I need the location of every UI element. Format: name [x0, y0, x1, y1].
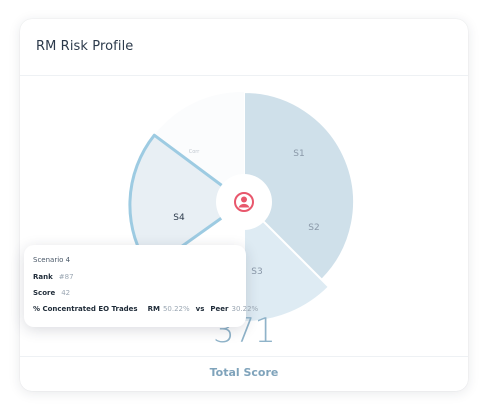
segment-label-corr: Corr [189, 149, 201, 155]
peer-label: Peer [210, 305, 229, 313]
rm-label: RM [147, 305, 160, 313]
footer-divider [20, 356, 468, 357]
tooltip-title: Scenario 4 [33, 256, 71, 264]
risk-profile-card: RM Risk Profile S1 S2 S3 S4 Corr 371 Tot… [20, 19, 468, 391]
rank-label: Rank [33, 273, 53, 281]
segment-s1[interactable] [243, 90, 356, 282]
rm-value: 50.22% [162, 305, 190, 313]
card-header: RM Risk Profile [20, 19, 468, 76]
metric-label: % Concentrated EO Trades [33, 305, 138, 313]
segment-s3[interactable] [243, 199, 331, 324]
vs-label: vs [195, 305, 205, 313]
segment-label-s1: S1 [293, 149, 304, 159]
scenario-tooltip: Scenario 4 Rank #87 Score 42 % Concentrate… [24, 245, 258, 327]
user-icon [234, 192, 254, 212]
risk-profile-chart: S1 S2 S3 S4 Corr [128, 90, 356, 324]
score-label: Score [33, 289, 56, 297]
segment-label-s2: S2 [308, 223, 319, 233]
card-title: RM Risk Profile [36, 39, 134, 54]
segment-label-s4: S4 [173, 213, 185, 223]
rank-value: #87 [58, 273, 74, 281]
tooltip-rank-row: Rank #87 [33, 273, 74, 281]
peer-value: 30.22% [231, 305, 259, 313]
total-score-label: Total Score [209, 366, 279, 379]
segment-corr[interactable] [155, 91, 244, 202]
segment-label-s3: S3 [251, 267, 262, 277]
tooltip-metric-row: % Concentrated EO Trades RM 50.22% vs Peer 30… [33, 305, 258, 313]
tooltip-score-row: Score 42 [33, 289, 70, 297]
score-value: 42 [61, 289, 71, 297]
